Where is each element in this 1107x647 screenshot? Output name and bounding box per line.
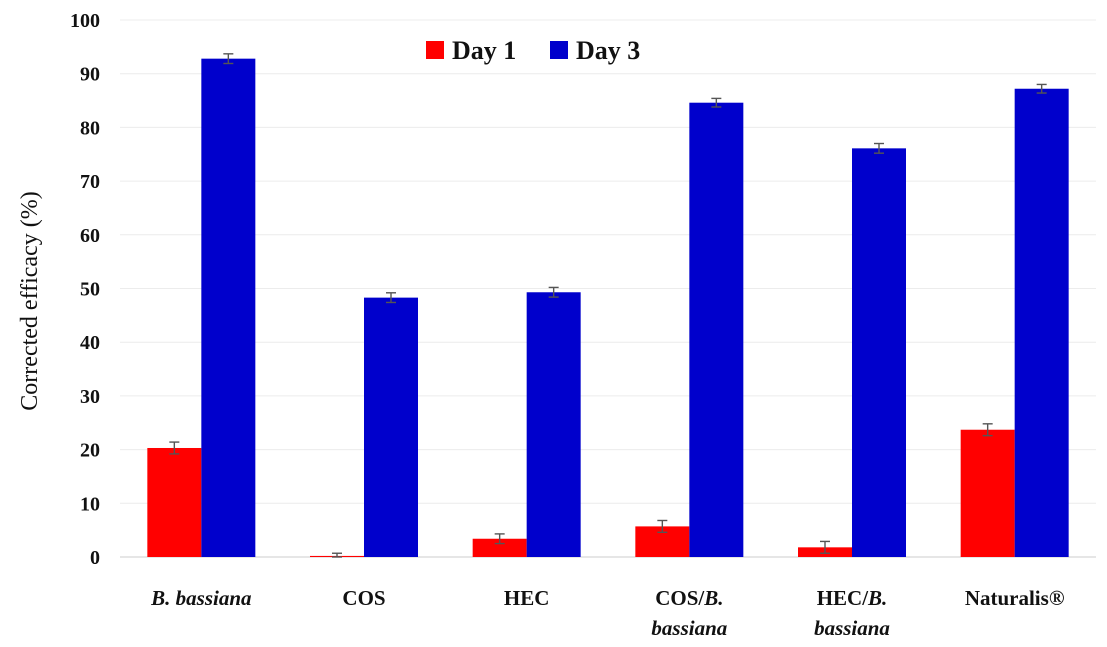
bar-day-1-0: [147, 447, 202, 557]
error-bar: [657, 519, 668, 533]
error-bar: [982, 423, 993, 437]
legend-item-day-1: Day 1: [426, 36, 516, 65]
x-category-label: Naturalis®: [965, 586, 1065, 610]
bar-day-3-3: [689, 102, 744, 557]
y-tick-label: 40: [80, 332, 100, 354]
legend-swatch: [550, 41, 568, 59]
bar-day-1-5: [960, 429, 1015, 557]
bar-day-3-0: [201, 58, 256, 557]
error-bar: [820, 540, 830, 554]
category-label-part: B.: [867, 586, 887, 610]
error-bar: [494, 533, 505, 545]
y-tick-label: 50: [80, 279, 100, 301]
category-label-part: B. bassiana: [150, 586, 251, 610]
error-bar: [711, 97, 722, 108]
legend-label: Day 1: [452, 36, 516, 65]
error-bar: [223, 53, 234, 65]
y-tick-label: 60: [80, 225, 100, 247]
error-bars: [169, 53, 1047, 558]
legend-item-day-3: Day 3: [550, 36, 640, 65]
error-bar: [874, 142, 884, 154]
x-category-label: COS/B.: [655, 586, 723, 610]
y-tick-label: 70: [80, 171, 100, 193]
y-tick-label: 0: [90, 547, 100, 569]
bars: [147, 58, 1069, 558]
category-label-part: HEC/: [817, 586, 870, 610]
legend-swatch: [426, 41, 444, 59]
bar-day-3-5: [1014, 88, 1069, 558]
grid: [120, 19, 1096, 558]
error-bar: [1036, 83, 1047, 94]
error-bar: [386, 292, 396, 304]
x-axis-categories: B. bassiana COS HEC COS/B. bassiana HEC/B. bas…: [150, 586, 1065, 640]
x-category-label: bassiana: [814, 616, 890, 640]
y-tick-label: 10: [80, 493, 100, 515]
category-label-part: COS/: [655, 586, 705, 610]
category-label-part: bassiana: [814, 616, 890, 640]
category-label-part: Naturalis®: [965, 586, 1065, 610]
y-tick-label: 20: [80, 440, 100, 462]
category-label-part: HEC: [504, 586, 550, 610]
x-category-label: COS: [342, 586, 385, 610]
bar-day-3-4: [852, 148, 906, 557]
x-category-label: bassiana: [651, 616, 727, 640]
y-tick-label: 80: [80, 117, 100, 139]
legend: Day 1 Day 3: [426, 36, 640, 65]
error-bar: [332, 552, 342, 558]
bar-day-3-1: [364, 297, 418, 557]
x-category-label: HEC: [504, 586, 550, 610]
bar-day-1-2: [472, 538, 527, 557]
error-bar: [169, 441, 180, 455]
category-label-part: B.: [703, 586, 723, 610]
y-axis-ticks: 0 10 20 30 40 50 60 70 80 90 100: [70, 10, 100, 569]
category-label-part: COS: [342, 586, 385, 610]
y-tick-label: 90: [80, 64, 100, 86]
y-tick-label: 100: [70, 10, 100, 32]
category-label-part: bassiana: [651, 616, 727, 640]
x-category-label: HEC/B.: [817, 586, 888, 610]
legend-label: Day 3: [576, 36, 640, 65]
y-tick-label: 30: [80, 386, 100, 408]
bar-day-3-2: [526, 292, 581, 557]
y-axis-label: Corrected efficacy (%): [17, 191, 43, 410]
error-bar: [548, 286, 559, 298]
x-category-label: B. bassiana: [150, 586, 251, 610]
